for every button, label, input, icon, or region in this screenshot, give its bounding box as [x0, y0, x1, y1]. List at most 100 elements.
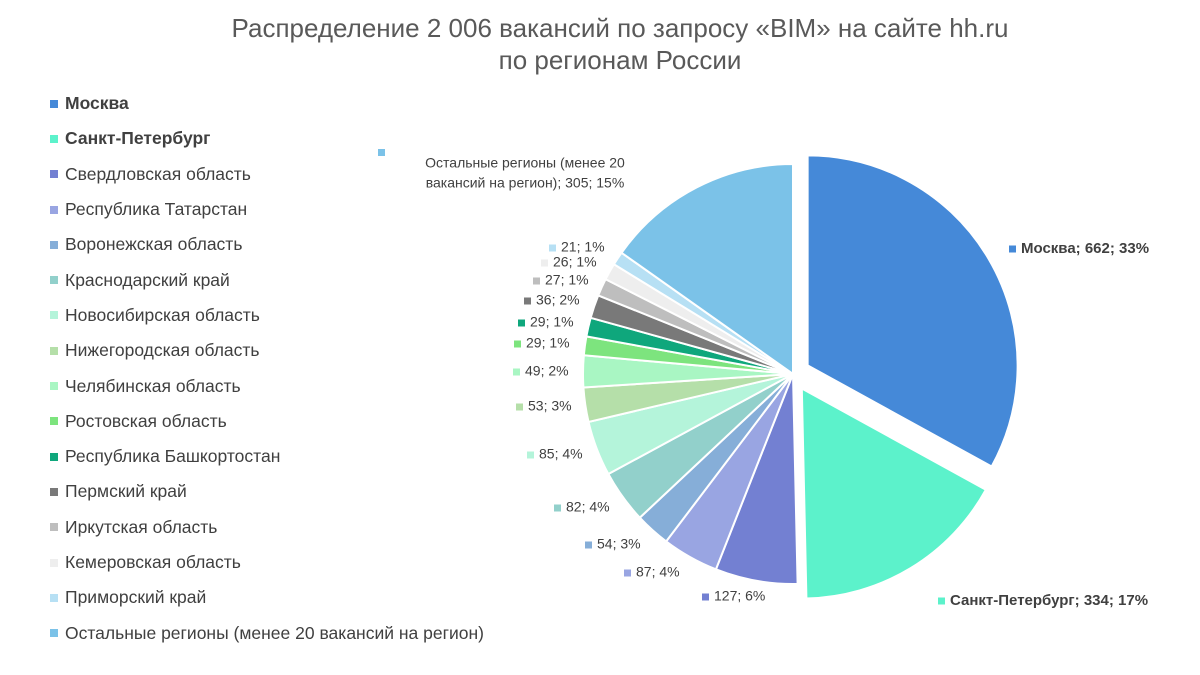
legend-label: Новосибирская область [65, 304, 260, 325]
legend-label: Остальные регионы (менее 20 вакансий на … [65, 622, 484, 643]
data-label-text: Москва; 662; 33% [1021, 240, 1149, 257]
data-label-marker [541, 259, 548, 267]
data-label-marker [938, 597, 945, 605]
legend-item: Свердловская область [50, 157, 570, 192]
data-label: 21; 1% [549, 239, 605, 255]
legend-item: Приморский край [50, 580, 570, 615]
data-label: Москва; 662; 33% [1009, 240, 1149, 257]
data-label-text: Остальные регионы (менее 20 [425, 155, 625, 171]
legend-item: Остальные регионы (менее 20 вакансий на … [50, 615, 570, 650]
data-label: 54; 3% [585, 536, 641, 552]
data-label: 85; 4% [527, 446, 583, 462]
legend-swatch [50, 523, 58, 532]
data-label: 49; 2% [513, 363, 569, 379]
data-label-text: 27; 1% [545, 272, 589, 288]
legend-swatch [50, 311, 58, 320]
legend-label: Нижегородская область [65, 340, 260, 361]
legend-item: Новосибирская область [50, 298, 570, 333]
data-label-text: 85; 4% [539, 446, 583, 462]
data-label-text: 21; 1% [561, 239, 605, 255]
legend-swatch [50, 452, 58, 461]
legend-label: Челябинская область [65, 375, 241, 396]
pie-slice [806, 154, 1019, 468]
legend-label: Свердловская область [65, 163, 251, 184]
legend-label: Республика Башкортостан [65, 446, 281, 467]
data-label-marker [527, 451, 534, 459]
legend-label: Краснодарский край [65, 269, 230, 290]
data-label: 53; 3% [516, 398, 572, 414]
legend-item: Ростовская область [50, 404, 570, 439]
legend-item: Воронежская область [50, 227, 570, 262]
data-label-text: Санкт-Петербург; 334; 17% [950, 592, 1148, 609]
legend-label: Приморский край [65, 587, 207, 608]
chart-title: Распределение 2 006 вакансий по запросу … [0, 12, 1200, 76]
legend-item: Пермский край [50, 474, 570, 509]
data-label: 29; 1% [518, 314, 574, 330]
data-label: 36; 2% [524, 292, 580, 308]
legend-swatch [50, 558, 58, 567]
chart-title-line-1: Распределение 2 006 вакансий по запросу … [231, 13, 1009, 43]
legend-label: Республика Татарстан [65, 199, 248, 220]
legend-item: Челябинская область [50, 368, 570, 403]
data-label-marker [514, 340, 521, 348]
data-label: 87; 4% [624, 564, 680, 580]
data-label-marker [524, 297, 531, 305]
legend-item: Нижегородская область [50, 333, 570, 368]
legend-item: Иркутская область [50, 510, 570, 545]
data-label-marker [702, 593, 709, 601]
legend-label: Кемеровская область [65, 552, 241, 572]
legend-swatch [50, 134, 58, 143]
legend-swatch [50, 382, 58, 391]
data-label-text: 87; 4% [636, 564, 680, 580]
data-label-text: 26; 1% [553, 254, 597, 270]
chart-legend: Москва Санкт-Петербург Свердловская област… [50, 86, 570, 651]
data-label-text: 36; 2% [536, 292, 580, 308]
legend-item: Кемеровская область [50, 545, 570, 580]
data-label: Санкт-Петербург; 334; 17% [938, 592, 1148, 609]
data-label-marker [378, 149, 385, 156]
legend-label: Москва [65, 93, 129, 114]
data-label: 26; 1% [541, 254, 597, 270]
legend-item: Краснодарский край [50, 262, 570, 297]
data-label: 27; 1% [533, 272, 589, 288]
legend-label: Пермский край [65, 481, 187, 502]
data-label-marker [585, 541, 592, 549]
data-label-text: 29; 1% [530, 314, 574, 330]
data-label-marker [518, 319, 525, 327]
legend-label: Иркутская область [65, 516, 218, 537]
data-label-text: 54; 3% [597, 536, 641, 552]
data-label-text: вакансий на регион); 305; 15% [426, 175, 625, 191]
legend-label: Санкт-Петербург [65, 128, 211, 149]
legend-swatch [50, 487, 58, 496]
data-label: 82; 4% [554, 499, 610, 515]
legend-item: Республика Татарстан [50, 192, 570, 227]
legend-label: Ростовская область [65, 410, 227, 431]
legend-swatch [50, 205, 58, 214]
data-label: 29; 1% [514, 335, 570, 351]
chart-title-line-2: по регионам России [498, 45, 742, 75]
legend-swatch [50, 417, 58, 426]
legend-swatch [50, 593, 58, 602]
data-label-marker [624, 569, 631, 577]
data-label-text: 49; 2% [525, 363, 569, 379]
legend-swatch [50, 629, 58, 638]
legend-swatch [50, 99, 58, 108]
data-label-marker [516, 403, 523, 411]
data-label: Остальные регионы (менее 20 вакансий на р… [378, 149, 625, 191]
legend-swatch [50, 240, 58, 249]
pie-slice [620, 162, 794, 376]
data-label-marker [513, 368, 520, 376]
legend-item: Санкт-Петербург [50, 121, 570, 156]
data-label-text: 127; 6% [714, 588, 765, 604]
legend-swatch [50, 346, 58, 355]
data-label-marker [1009, 245, 1016, 253]
data-label-marker [554, 504, 561, 512]
data-label-text: 29; 1% [526, 335, 570, 351]
legend-swatch [50, 170, 58, 179]
data-label-text: 53; 3% [528, 398, 572, 414]
data-label-marker [549, 244, 556, 252]
data-label-text: 82; 4% [566, 499, 610, 515]
pie-slice [800, 386, 988, 600]
data-label-marker [533, 277, 540, 285]
